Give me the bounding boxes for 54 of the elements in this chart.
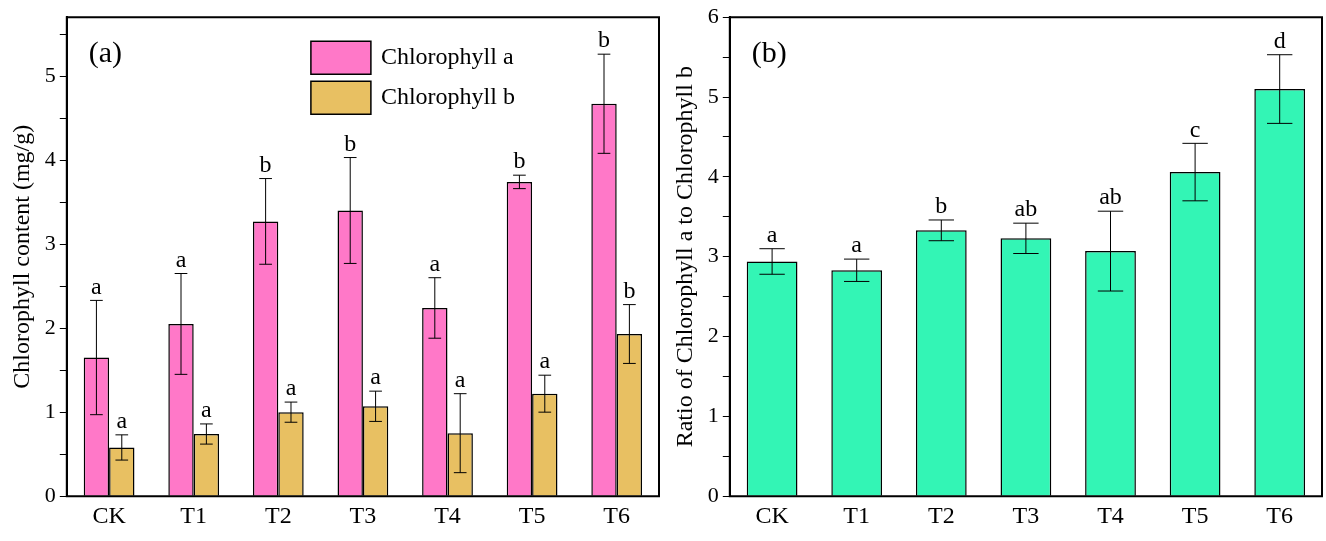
x-tick-label: T3 [349,501,377,528]
data-label: d [1273,27,1286,54]
x-tick-label: T4 [1097,501,1124,528]
x-tick-label: T1 [180,501,208,528]
data-label: a [201,396,213,423]
data-label: a [175,245,187,272]
data-label: b [598,26,611,53]
y-tick-label: 3 [707,242,719,268]
data-label: a [766,221,778,248]
data-label: ab [1014,195,1038,222]
x-tick-label: T4 [434,501,461,528]
y-axis-title: Ratio of Chlorophyll a to Chlorophyll b [670,66,697,448]
y-tick-label: 5 [44,61,56,87]
x-tick-label: T2 [927,501,955,528]
x-tick-label: T6 [603,501,631,528]
y-axis-title: Chlorophyll content (mg/g) [7,124,34,389]
x-tick-label: T2 [264,501,292,528]
y-tick-label: 2 [44,313,56,339]
y-tick-label: 3 [44,229,56,255]
y-tick-label: 0 [707,481,719,507]
data-label: a [91,272,103,299]
data-label: a [454,365,466,392]
x-tick-label: CK [755,501,790,528]
annotation: (a) [88,35,123,70]
y-tick-label: 0 [44,481,56,507]
y-tick-label: 4 [44,145,56,171]
data-label: a [285,374,297,401]
data-label: a [539,347,551,374]
x-tick-label: CK [92,501,127,528]
data-label: b [259,150,272,177]
y-tick-label: 6 [707,2,719,28]
y-tick-label: 5 [707,82,719,108]
y-tick-label: 1 [44,397,56,423]
x-tick-label: T1 [843,501,871,528]
data-label: b [513,147,526,174]
legend-label: Chlorophyll b [380,83,515,109]
data-label: c [1189,115,1201,142]
x-tick-label: T5 [1181,501,1209,528]
data-label: b [935,192,948,219]
x-tick-label: T5 [518,501,546,528]
data-label: ab [1099,183,1122,210]
x-tick-label: T3 [1012,501,1040,528]
legend-label: Chlorophyll a [380,43,514,69]
data-label: a [370,363,382,390]
y-tick-label: 2 [707,322,719,348]
data-label: b [344,129,357,156]
data-label: a [116,407,128,434]
x-tick-label: T6 [1266,501,1294,528]
data-label: a [429,250,441,277]
data-label: b [623,276,636,303]
y-tick-label: 4 [707,162,719,188]
annotation: (b) [751,35,787,70]
data-label: a [851,231,863,258]
y-tick-label: 1 [707,402,719,428]
